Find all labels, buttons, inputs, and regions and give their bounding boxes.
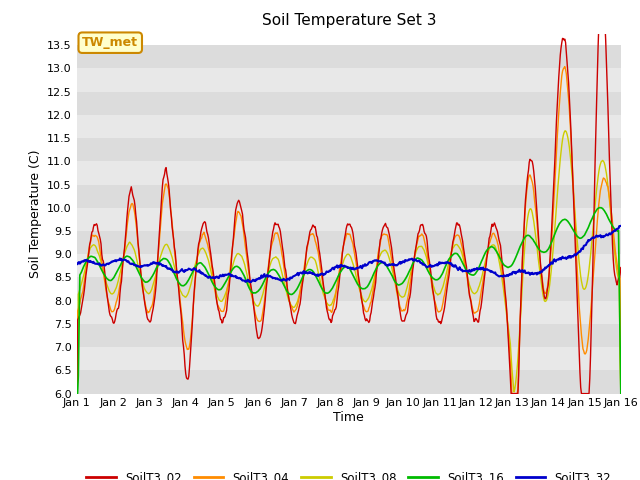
Bar — [77, 231, 621, 254]
SoilT3_04 — [139, 287, 147, 292]
SoilT3_02 — [415, 229, 422, 235]
SoilT3_32 — [416, 258, 424, 264]
Bar — [77, 254, 621, 277]
SoilT3_08 — [139, 280, 147, 286]
Legend: SoilT3_02, SoilT3_04, SoilT3_08, SoilT3_16, SoilT3_32: SoilT3_02, SoilT3_04, SoilT3_08, SoilT3_… — [81, 466, 616, 480]
SoilT3_04 — [73, 391, 81, 396]
SoilT3_32 — [194, 269, 202, 275]
SoilT3_16 — [415, 256, 422, 262]
Line: SoilT3_16: SoilT3_16 — [77, 207, 621, 394]
Bar — [77, 347, 621, 371]
SoilT3_16 — [596, 204, 604, 210]
Bar — [77, 371, 621, 394]
SoilT3_04 — [617, 391, 625, 396]
Y-axis label: Soil Temperature (C): Soil Temperature (C) — [29, 149, 42, 278]
SoilT3_08 — [415, 244, 422, 250]
SoilT3_02 — [617, 264, 625, 270]
SoilT3_16 — [617, 391, 625, 396]
SoilT3_04 — [223, 291, 230, 297]
SoilT3_02 — [139, 285, 147, 290]
Title: Soil Temperature Set 3: Soil Temperature Set 3 — [262, 13, 436, 28]
SoilT3_32 — [139, 263, 147, 269]
Bar — [77, 138, 621, 161]
Bar — [77, 161, 621, 185]
SoilT3_16 — [194, 261, 202, 267]
SoilT3_32 — [83, 257, 90, 263]
Bar — [77, 69, 621, 92]
SoilT3_16 — [223, 277, 230, 283]
SoilT3_08 — [73, 391, 81, 396]
Line: SoilT3_08: SoilT3_08 — [77, 131, 621, 394]
SoilT3_16 — [431, 276, 438, 282]
Bar — [77, 45, 621, 69]
Line: SoilT3_32: SoilT3_32 — [77, 226, 621, 282]
Bar — [77, 208, 621, 231]
SoilT3_02 — [596, 19, 604, 25]
Bar — [77, 300, 621, 324]
SoilT3_16 — [73, 391, 81, 396]
Bar — [77, 115, 621, 138]
SoilT3_04 — [194, 251, 202, 257]
Bar — [77, 277, 621, 300]
Line: SoilT3_02: SoilT3_02 — [77, 22, 621, 394]
SoilT3_08 — [83, 259, 90, 265]
SoilT3_08 — [562, 128, 570, 134]
SoilT3_02 — [431, 300, 438, 306]
Text: TW_met: TW_met — [82, 36, 138, 49]
SoilT3_02 — [223, 308, 230, 313]
SoilT3_32 — [431, 262, 439, 268]
SoilT3_08 — [223, 288, 230, 293]
SoilT3_32 — [223, 272, 230, 277]
SoilT3_08 — [194, 252, 202, 258]
SoilT3_02 — [83, 267, 90, 273]
SoilT3_08 — [617, 391, 625, 396]
Bar — [77, 324, 621, 347]
SoilT3_16 — [83, 258, 90, 264]
SoilT3_32 — [617, 223, 625, 229]
SoilT3_32 — [73, 261, 81, 266]
SoilT3_32 — [247, 279, 255, 285]
SoilT3_02 — [73, 391, 81, 396]
SoilT3_04 — [561, 64, 569, 70]
SoilT3_04 — [83, 263, 90, 268]
SoilT3_04 — [415, 233, 422, 239]
Bar — [77, 92, 621, 115]
SoilT3_16 — [139, 276, 147, 282]
Bar — [77, 185, 621, 208]
Line: SoilT3_04: SoilT3_04 — [77, 67, 621, 394]
SoilT3_04 — [431, 298, 438, 304]
SoilT3_08 — [431, 288, 438, 293]
X-axis label: Time: Time — [333, 411, 364, 424]
SoilT3_02 — [194, 247, 202, 253]
